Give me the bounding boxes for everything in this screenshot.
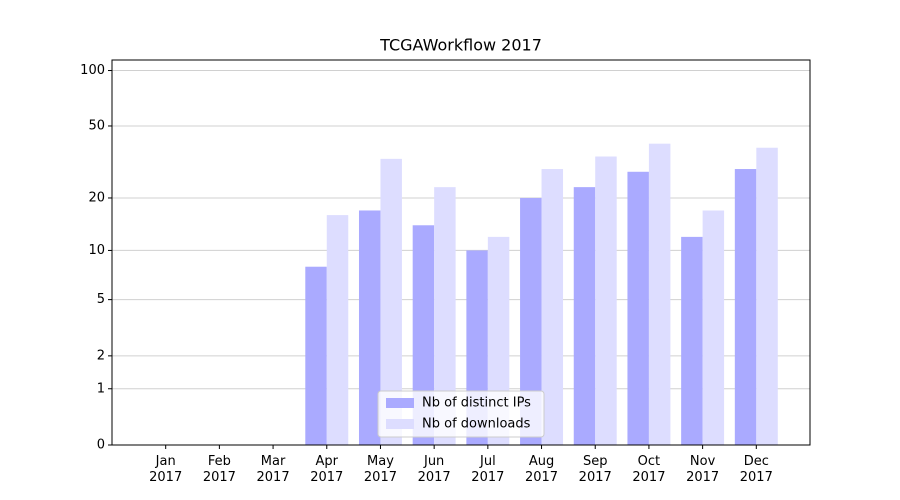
legend-box [377, 390, 545, 438]
x-tick-label: Jul 2017 [471, 454, 504, 485]
legend-swatch [386, 419, 414, 429]
y-tick-label: 50 [88, 118, 105, 133]
y-tick-label: 0 [97, 438, 105, 453]
legend-swatch [386, 398, 414, 408]
bar [573, 187, 596, 445]
bar [702, 210, 725, 445]
bar [412, 225, 435, 445]
x-tick-label: Aug 2017 [525, 454, 558, 485]
x-tick-label: Jan 2017 [149, 454, 182, 485]
x-tick-label: Dec 2017 [740, 454, 773, 485]
bar [326, 215, 349, 445]
legend: Nb of distinct IPs Nb of downloads [377, 390, 545, 438]
x-tick-label: Oct 2017 [632, 454, 665, 485]
y-tick-label: 20 [88, 190, 105, 205]
x-tick-label: Apr 2017 [310, 454, 343, 485]
bar [305, 266, 327, 445]
bar [734, 169, 757, 446]
x-tick-label: Sep 2017 [579, 454, 612, 485]
bar [380, 158, 402, 445]
bar [434, 187, 456, 445]
y-tick-label: 10 [88, 243, 105, 258]
bar [627, 171, 649, 445]
x-tick-label: Jun 2017 [418, 454, 451, 485]
chart-title: TCGAWorkflow 2017 [379, 36, 542, 55]
x-tick-label: Nov 2017 [686, 454, 719, 485]
x-tick-label: Feb 2017 [203, 454, 236, 485]
y-tick-label: 2 [97, 348, 105, 363]
plot-frame [111, 59, 811, 446]
bar [358, 210, 381, 445]
legend-label: Nb of distinct IPs [422, 396, 531, 411]
bar [681, 236, 703, 445]
x-tick-label: Mar 2017 [257, 454, 290, 485]
y-tick-label: 1 [97, 381, 105, 396]
y-tick-label: 5 [97, 292, 105, 307]
bar [756, 147, 778, 446]
legend-label: Nb of downloads [422, 417, 531, 432]
bar [541, 169, 564, 446]
bar [595, 156, 617, 445]
y-tick-label: 100 [80, 63, 105, 78]
bar [648, 143, 671, 446]
bar [520, 197, 542, 445]
x-tick-label: May 2017 [364, 454, 397, 485]
